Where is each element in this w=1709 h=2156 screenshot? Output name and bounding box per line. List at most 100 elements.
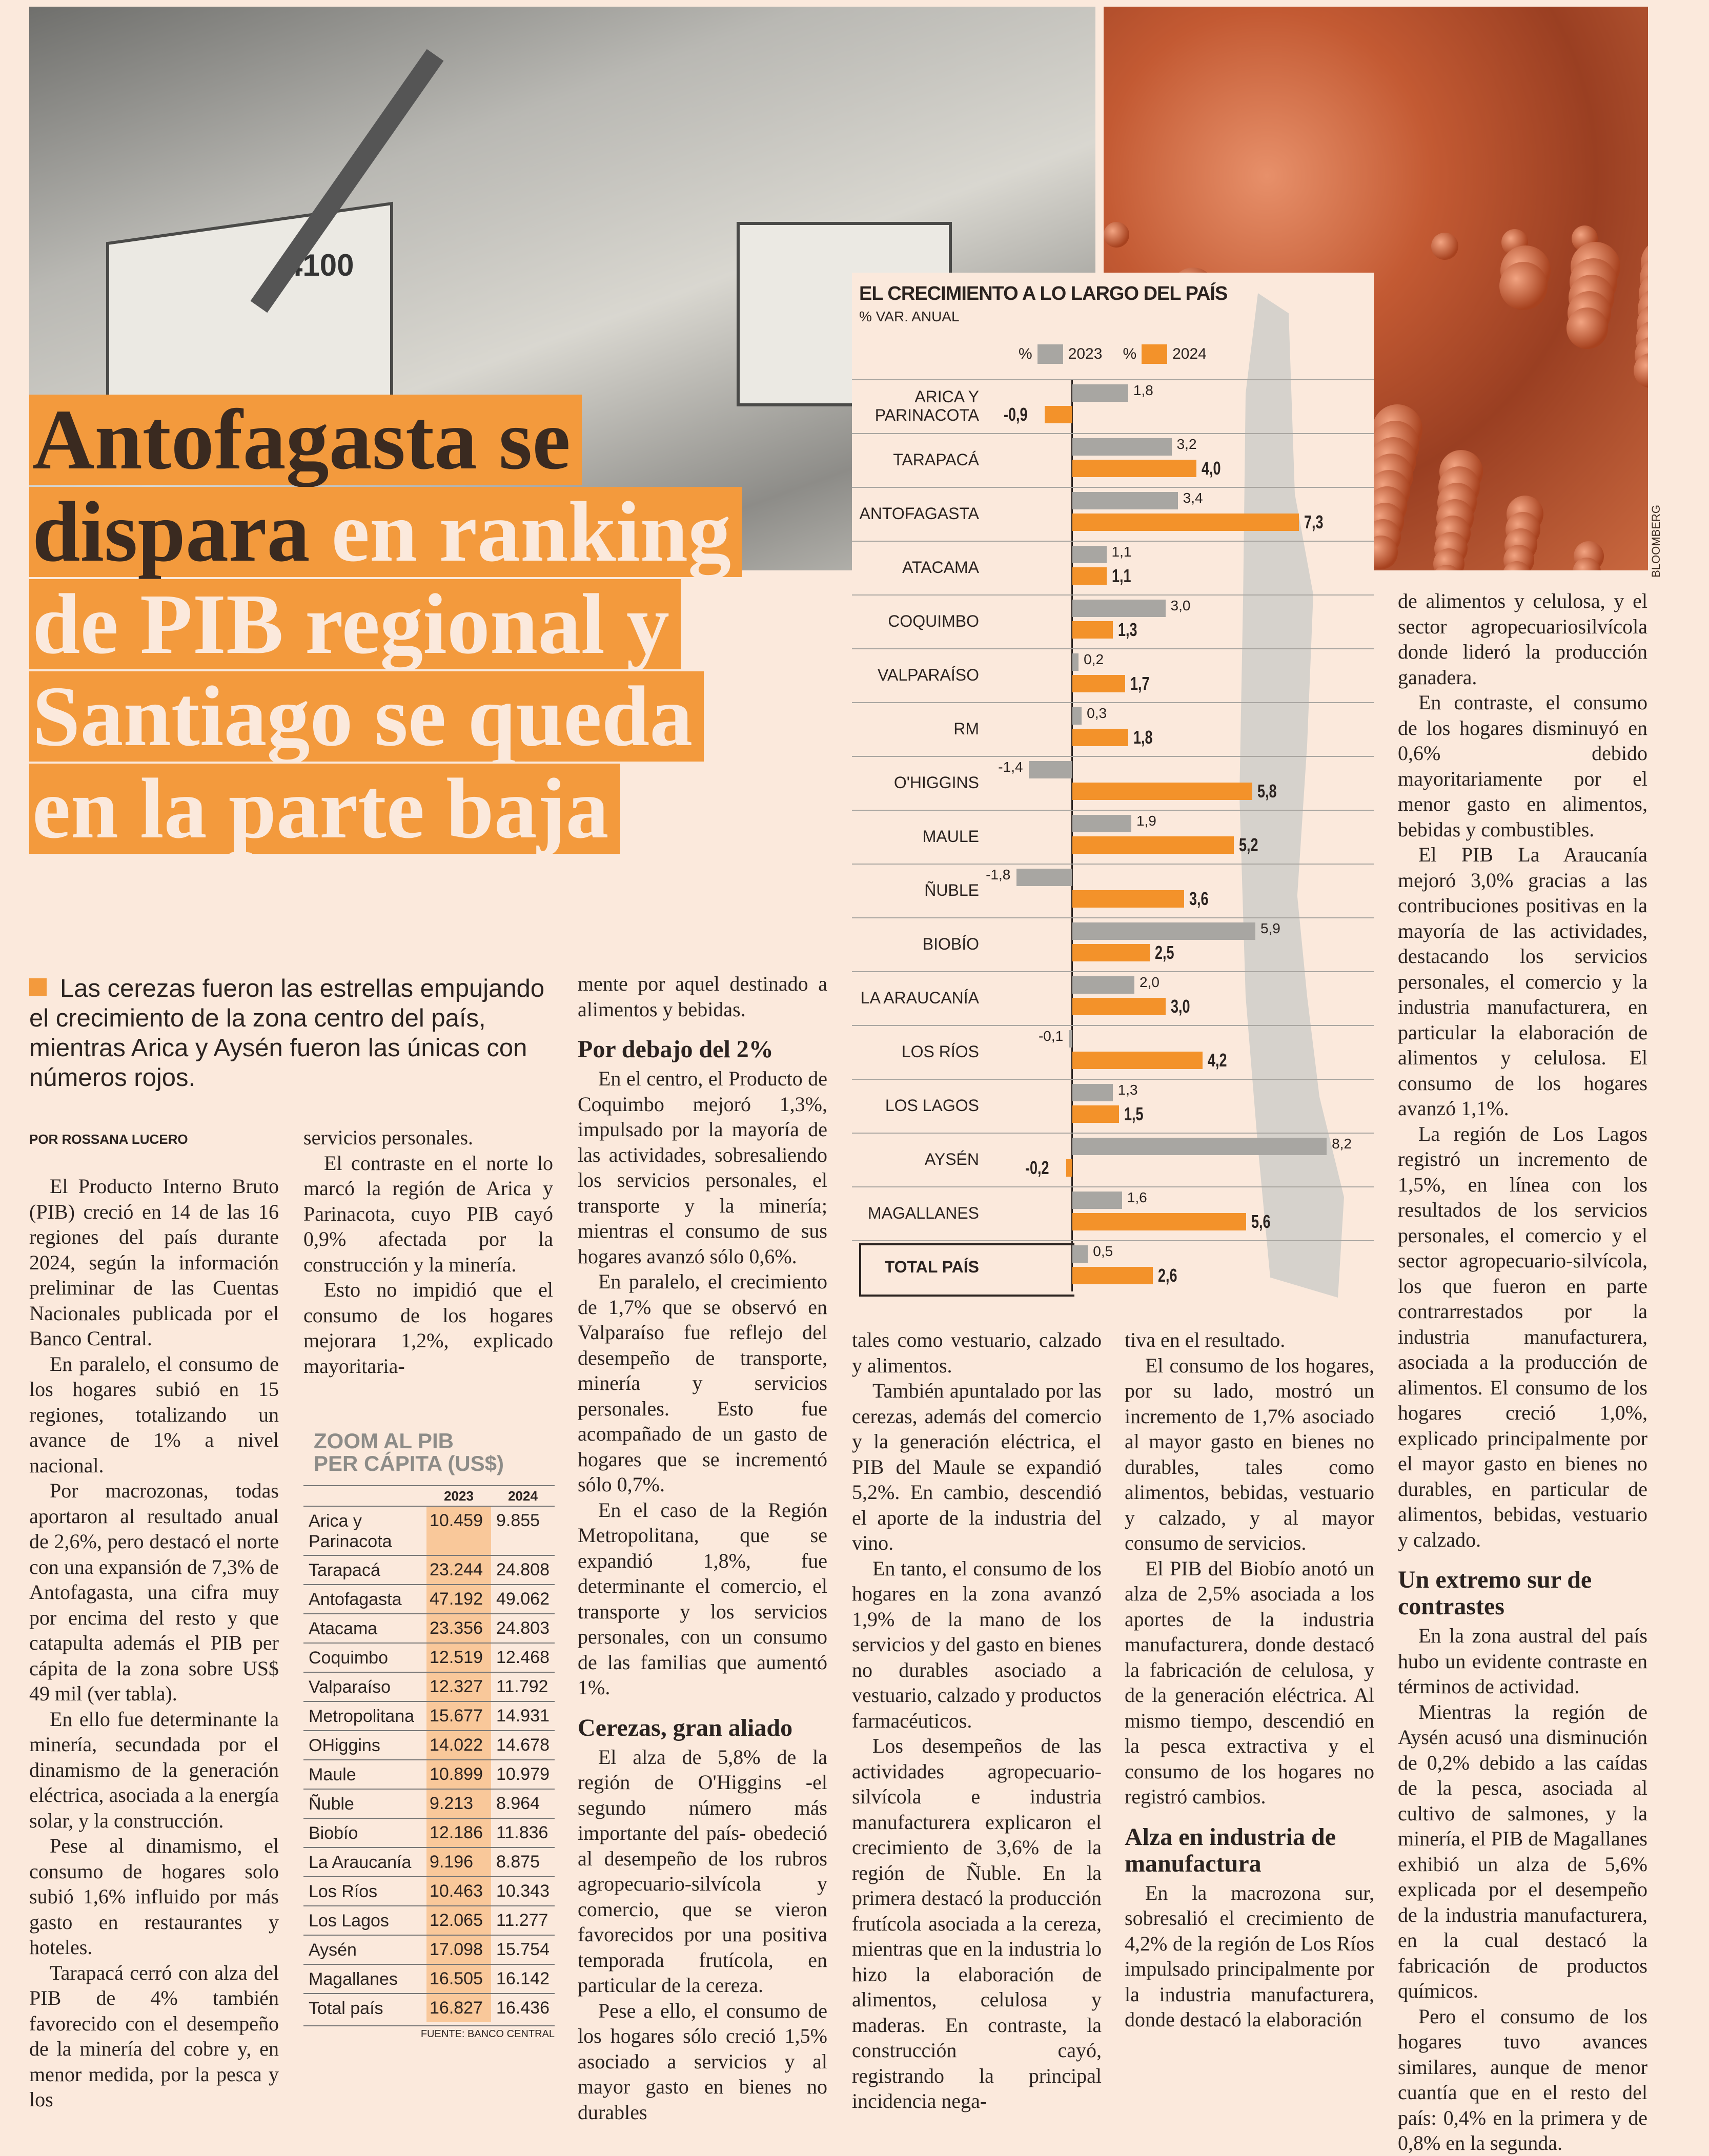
- value-label-2024: -0,2: [1025, 1157, 1049, 1178]
- table-row: Antofagasta 47.192 49.062: [303, 1584, 555, 1613]
- byline: POR ROSSANA LUCERO: [29, 1132, 188, 1147]
- row-divider: [852, 594, 1374, 596]
- value-label-2023: 5,9: [1260, 920, 1280, 936]
- value-label-2023: 2,0: [1140, 974, 1159, 990]
- chart-title: EL CRECIMIENTO A LO LARGO DEL PAÍS: [859, 283, 1228, 304]
- value-cell: 24.808: [496, 1560, 550, 1579]
- paragraph: En paralelo, el consumo de los hogares s…: [29, 1352, 279, 1477]
- section-heading: Alza en industria de manufactura: [1125, 1823, 1336, 1877]
- row-divider: [852, 971, 1374, 972]
- paragraph: El contraste en el norte lo marcó la reg…: [303, 1151, 553, 1276]
- region-label: VALPARAÍSO: [878, 666, 979, 684]
- value-label-2023: 1,1: [1111, 544, 1132, 560]
- value-label-2023: 3,0: [1170, 598, 1191, 613]
- table-row: Ñuble 9.213 8.964: [303, 1789, 555, 1818]
- table-row: Arica y Parinacota 10.459 9.855: [303, 1506, 555, 1555]
- header-cell: 2023: [444, 1488, 474, 1504]
- region-label: O'HIGGINS: [893, 773, 979, 792]
- table-row: Magallanes 16.505 16.142: [303, 1964, 555, 1993]
- paragraph: El PIB del Biobío anotó un alza de 2,5% …: [1125, 1556, 1374, 1809]
- cherry-shape: [1104, 222, 1129, 248]
- value-cell: 14.022: [426, 1731, 491, 1759]
- value-label-2023: 3,2: [1176, 436, 1197, 452]
- value-cell: 10.343: [496, 1881, 550, 1901]
- value-cell: 49.062: [496, 1589, 550, 1609]
- value-label-2024: 5,2: [1238, 834, 1258, 855]
- table-title-line: PER CÁPITA (US$): [314, 1451, 504, 1475]
- row-divider: [852, 1079, 1374, 1080]
- bar-2023: [1072, 922, 1255, 940]
- value-cell: 16.142: [496, 1969, 550, 1988]
- legend-label: 2024: [1172, 345, 1207, 362]
- region-label: MAGALLANES: [868, 1204, 979, 1222]
- value-cell: 14.678: [496, 1735, 550, 1755]
- bar-2023: [1072, 1245, 1088, 1263]
- row-divider: [852, 1186, 1374, 1187]
- value-cell: 8.964: [496, 1794, 540, 1813]
- value-label-2024: 1,3: [1117, 619, 1137, 640]
- growth-chart: EL CRECIMIENTO A LO LARGO DEL PAÍS % VAR…: [852, 273, 1374, 1298]
- value-cell: 11.836: [496, 1823, 548, 1842]
- bar-2024: [1072, 621, 1113, 639]
- value-cell: 12.468: [496, 1648, 550, 1667]
- section-heading: Por debajo del 2%: [578, 1036, 774, 1063]
- value-label-2024: 1,1: [1111, 565, 1131, 586]
- table-row: Los Ríos 10.463 10.343: [303, 1876, 555, 1905]
- bar-2024: [1072, 1267, 1153, 1284]
- value-cell: 15.677: [426, 1702, 491, 1730]
- zero-axis: [1071, 379, 1073, 1291]
- value-cell: 8.875: [496, 1852, 540, 1872]
- bar-2023: [1072, 384, 1128, 402]
- paragraph: tales como vestuario, calzado y alimento…: [852, 1328, 1102, 1377]
- value-label-2023: 3,4: [1183, 490, 1203, 506]
- headline-line: dispara: [32, 484, 310, 580]
- value-label-2023: 1,3: [1117, 1082, 1138, 1098]
- region-label: RM: [953, 720, 979, 738]
- paragraph: Por macrozonas, todas aportaron al resul…: [29, 1479, 279, 1705]
- value-cell: 9.196: [426, 1848, 491, 1876]
- value-label-2024: 1,7: [1130, 673, 1150, 694]
- region-label: ATACAMA: [902, 558, 979, 577]
- value-label-2024: 1,8: [1133, 727, 1153, 748]
- section-heading: Un extremo sur de contrastes: [1398, 1566, 1592, 1620]
- bar-2024: [1072, 783, 1252, 800]
- row-divider: [852, 1133, 1374, 1134]
- bar-2023: [1072, 976, 1134, 994]
- value-label-2024: 4,0: [1202, 458, 1221, 479]
- value-cell: 9.213: [426, 1790, 491, 1818]
- paragraph: El consumo de los hogares, por su lado, …: [1125, 1353, 1374, 1555]
- cherry-shape: [1566, 307, 1608, 349]
- region-label: BIOBÍO: [922, 935, 979, 953]
- article-column: tiva en el resultado. El consumo de los h…: [1125, 1327, 1374, 2032]
- value-cell: 23.244: [426, 1556, 491, 1584]
- cherry-shape: [1499, 262, 1548, 310]
- legend-prefix: %: [1019, 345, 1032, 362]
- bar-2024: [1066, 1159, 1072, 1177]
- bar-2024: [1072, 836, 1234, 854]
- region-cell: Maule: [309, 1765, 356, 1784]
- region-label: LOS RÍOS: [901, 1042, 979, 1061]
- value-label-2024: 2,6: [1158, 1265, 1177, 1286]
- value-label-2023: 1,6: [1127, 1189, 1147, 1205]
- value-cell: 12.519: [426, 1644, 491, 1672]
- table-row: Biobío 12.186 11.836: [303, 1818, 555, 1847]
- region-cell: OHiggins: [309, 1736, 380, 1755]
- value-label-2023: 0,2: [1084, 651, 1104, 667]
- header-cell: 2024: [508, 1488, 538, 1504]
- bar-2023: [1072, 815, 1131, 832]
- chart-legend: % 2023 % 2024: [1019, 344, 1207, 364]
- value-label-2024: 7,3: [1304, 511, 1324, 532]
- row-divider: [852, 433, 1374, 434]
- bar-2023: [1072, 707, 1082, 725]
- headline-line: en la parte baja: [29, 764, 620, 854]
- value-label-2023: 1,9: [1136, 813, 1156, 829]
- value-label-2023: 8,2: [1332, 1136, 1352, 1152]
- value-cell: 10.899: [426, 1760, 491, 1789]
- headline-line: Santiago se queda: [29, 671, 704, 762]
- legend-swatch-2023: [1037, 344, 1063, 364]
- bar-2024: [1072, 998, 1166, 1015]
- table-source: FUENTE: BANCO CENTRAL: [303, 2025, 555, 2040]
- value-label-2024: 5,8: [1257, 781, 1277, 802]
- region-cell: Coquimbo: [309, 1648, 388, 1668]
- bar-2023: [1072, 438, 1172, 456]
